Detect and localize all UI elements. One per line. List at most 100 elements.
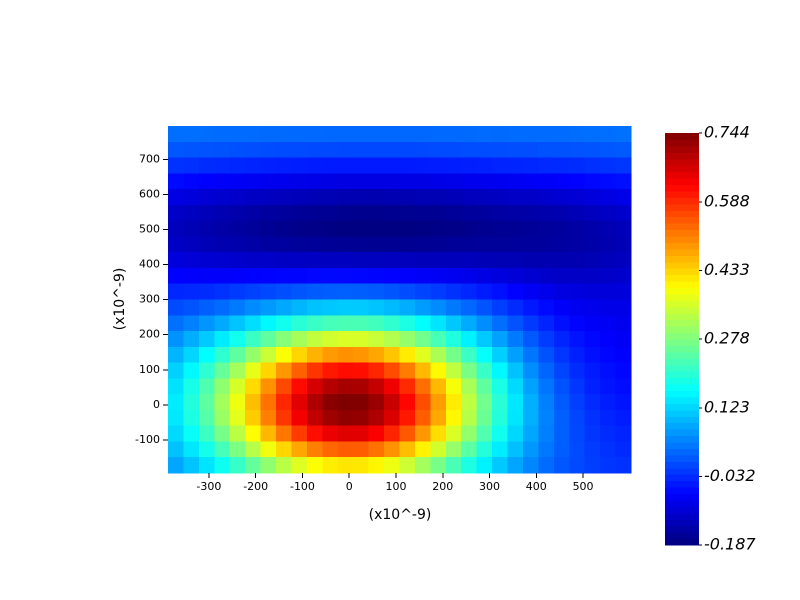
heatmap-cell [384, 126, 400, 143]
heatmap-cell [584, 315, 601, 332]
heatmap-cell [522, 425, 539, 442]
heatmap-cell [276, 425, 292, 442]
heatmap-cell [615, 204, 632, 222]
heatmap-cell [291, 204, 308, 222]
heatmap-cell [600, 378, 616, 395]
heatmap-cell [476, 141, 493, 158]
heatmap-cell [291, 141, 308, 158]
heatmap-cell [414, 441, 431, 458]
heatmap-cell [492, 299, 508, 316]
heatmap-cell [229, 283, 246, 300]
heatmap-cell [414, 173, 431, 190]
heatmap-cell [445, 409, 462, 427]
heatmap-cell [322, 267, 339, 285]
heatmap-cell [353, 126, 370, 143]
heatmap-cell [538, 141, 555, 158]
heatmap-cell [183, 252, 200, 269]
heatmap-cell [260, 457, 277, 474]
heatmap-cell [260, 425, 277, 442]
heatmap-cell [384, 362, 400, 379]
heatmap-cell [538, 236, 555, 253]
heatmap-cell [615, 236, 632, 253]
heatmap-cell [430, 331, 447, 348]
colorbar-step [665, 351, 699, 359]
heatmap-cell [600, 394, 616, 411]
y-tick-label: 700 [139, 152, 160, 165]
heatmap-cell [492, 173, 508, 190]
heatmap-cell [584, 267, 601, 285]
y-tick-label: 100 [139, 363, 160, 376]
heatmap-cell [276, 331, 292, 348]
heatmap-cell [276, 441, 292, 458]
heatmap-cell [353, 441, 370, 458]
heatmap-cell [337, 331, 354, 348]
heatmap-cell [615, 409, 632, 427]
colorbar-step [665, 293, 699, 301]
heatmap-cell [198, 126, 215, 143]
heatmap-cell [445, 362, 462, 379]
heatmap-cell [399, 189, 416, 206]
heatmap-cell [507, 204, 524, 222]
heatmap-cell [368, 362, 385, 379]
heatmap-cell [476, 457, 493, 474]
heatmap-cell [569, 331, 586, 348]
heatmap-cell [198, 394, 215, 411]
heatmap-cell [276, 252, 292, 269]
heatmap-cell [337, 425, 354, 442]
heatmap-cell [430, 425, 447, 442]
heatmap-cell [353, 141, 370, 158]
colorbar-label: 0.433 [704, 260, 750, 279]
heatmap-cell [538, 409, 555, 427]
heatmap-cell [260, 378, 277, 395]
heatmap-cell [476, 425, 493, 442]
heatmap-cell [291, 378, 308, 395]
heatmap-cell [322, 141, 339, 158]
heatmap-cell [461, 252, 478, 269]
colorbar-step [665, 384, 699, 391]
heatmap-cell [229, 409, 246, 427]
heatmap-cell [584, 252, 601, 269]
heatmap-cell [245, 457, 261, 474]
heatmap-cell [198, 409, 215, 427]
heatmap-cell [183, 425, 200, 442]
heatmap-cell [245, 394, 261, 411]
heatmap-cell [168, 299, 184, 316]
colorbar-step [665, 480, 699, 488]
heatmap-cell [492, 315, 508, 332]
heatmap-cell [229, 362, 246, 379]
heatmap-cell [492, 141, 508, 158]
heatmap-cell [183, 299, 200, 316]
y-axis-title: (x10^-9) [112, 268, 128, 331]
heatmap-cell [615, 378, 632, 395]
heatmap-cell [414, 394, 431, 411]
heatmap-cell [306, 315, 323, 332]
heatmap-cell [553, 236, 570, 253]
heatmap-cell [368, 409, 385, 427]
heatmap-cell [507, 299, 524, 316]
heatmap-cell [198, 267, 215, 285]
heatmap-cell [522, 220, 539, 237]
heatmap-cell [399, 157, 416, 174]
heatmap-cell [337, 299, 354, 316]
heatmap-cell [214, 331, 231, 348]
heatmap-cell [322, 204, 339, 222]
heatmap-cell [229, 252, 246, 269]
heatmap-cell [368, 441, 385, 458]
heatmap-cell [214, 189, 231, 206]
heatmap-cell [445, 346, 462, 363]
heatmap-cell [615, 346, 632, 363]
heatmap-cell [384, 299, 400, 316]
heatmap-cell [399, 173, 416, 190]
heatmap-cell [368, 283, 385, 300]
heatmap-cell [276, 283, 292, 300]
heatmap-cell [399, 204, 416, 222]
heatmap-cell [492, 283, 508, 300]
heatmap-cell [245, 236, 261, 253]
heatmap-cell [276, 204, 292, 222]
heatmap-cell [584, 204, 601, 222]
heatmap-cell [615, 299, 632, 316]
colorbar-step [665, 538, 699, 546]
heatmap-cell [322, 236, 339, 253]
heatmap-cell [445, 315, 462, 332]
heatmap-cell [445, 126, 462, 143]
